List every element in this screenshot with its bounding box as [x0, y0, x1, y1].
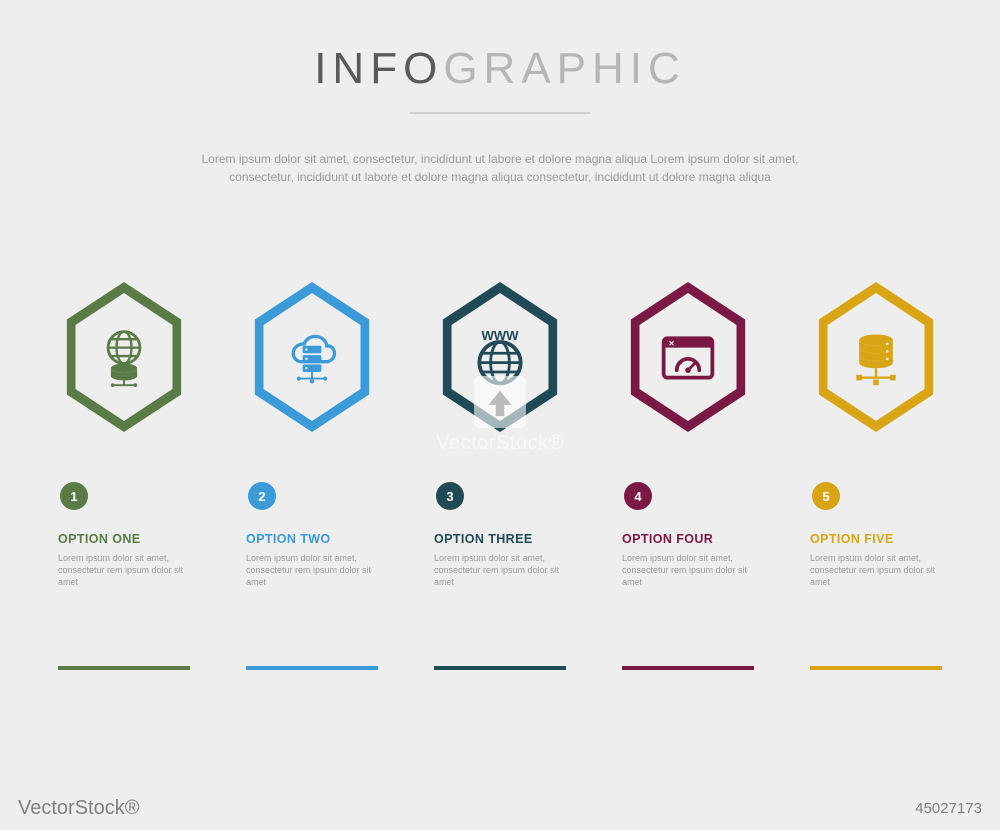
www-globe-icon: WWW — [470, 327, 530, 387]
option-title-4: OPTION FOUR — [622, 532, 713, 546]
globe-db-icon — [94, 327, 154, 387]
underline-2 — [246, 666, 378, 670]
title-part-a: INFO — [314, 44, 443, 93]
option-title-1: OPTION ONE — [58, 532, 140, 546]
hexagon-2 — [246, 282, 378, 432]
cloud-server-icon — [282, 327, 342, 387]
option-body-3: Lorem ipsum dolor sit amet, consectetur … — [434, 552, 566, 588]
option-title-2: OPTION TWO — [246, 532, 331, 546]
title-part-b: GRAPHIC — [443, 44, 685, 93]
option-body-1: Lorem ipsum dolor sit amet, consectetur … — [58, 552, 190, 588]
svg-text:✕: ✕ — [668, 339, 674, 348]
underline-4 — [622, 666, 754, 670]
footer: VectorStock® 45027173 — [0, 797, 1000, 820]
hexagon-3: WWW — [434, 282, 566, 432]
hexagon-1 — [58, 282, 190, 432]
option-badge-5: 5 — [812, 482, 840, 510]
browser-gauge-icon: ✕ — [658, 327, 718, 387]
footer-brand: VectorStock® — [18, 797, 139, 820]
option-col-5: 5 OPTION FIVE Lorem ipsum dolor sit amet… — [810, 482, 942, 588]
underline-3 — [434, 666, 566, 670]
option-col-1: 1 OPTION ONE Lorem ipsum dolor sit amet,… — [58, 482, 190, 588]
option-badge-3: 3 — [436, 482, 464, 510]
option-badge-4: 4 — [624, 482, 652, 510]
option-col-3: 3 OPTION THREE Lorem ipsum dolor sit ame… — [434, 482, 566, 588]
svg-text:WWW: WWW — [481, 328, 519, 343]
hexagon-row: WWW ✕ — [0, 282, 1000, 432]
title-divider — [410, 112, 590, 114]
db-network-icon — [846, 327, 906, 387]
option-badge-1: 1 — [60, 482, 88, 510]
option-col-4: 4 OPTION FOUR Lorem ipsum dolor sit amet… — [622, 482, 754, 588]
underline-5 — [810, 666, 942, 670]
hexagon-4: ✕ — [622, 282, 754, 432]
options-row: 1 OPTION ONE Lorem ipsum dolor sit amet,… — [0, 482, 1000, 588]
option-col-2: 2 OPTION TWO Lorem ipsum dolor sit amet,… — [246, 482, 378, 588]
page-title: INFOGRAPHIC — [0, 44, 1000, 94]
underline-row — [0, 666, 1000, 670]
option-title-3: OPTION THREE — [434, 532, 533, 546]
header: INFOGRAPHIC — [0, 44, 1000, 114]
option-body-2: Lorem ipsum dolor sit amet, consectetur … — [246, 552, 378, 588]
underline-1 — [58, 666, 190, 670]
option-badge-2: 2 — [248, 482, 276, 510]
option-body-5: Lorem ipsum dolor sit amet, consectetur … — [810, 552, 942, 588]
option-title-5: OPTION FIVE — [810, 532, 894, 546]
option-body-4: Lorem ipsum dolor sit amet, consectetur … — [622, 552, 754, 588]
subtitle-text: Lorem ipsum dolor sit amet, consectetur,… — [190, 150, 810, 186]
hexagon-5 — [810, 282, 942, 432]
footer-image-number: 45027173 — [915, 800, 982, 817]
